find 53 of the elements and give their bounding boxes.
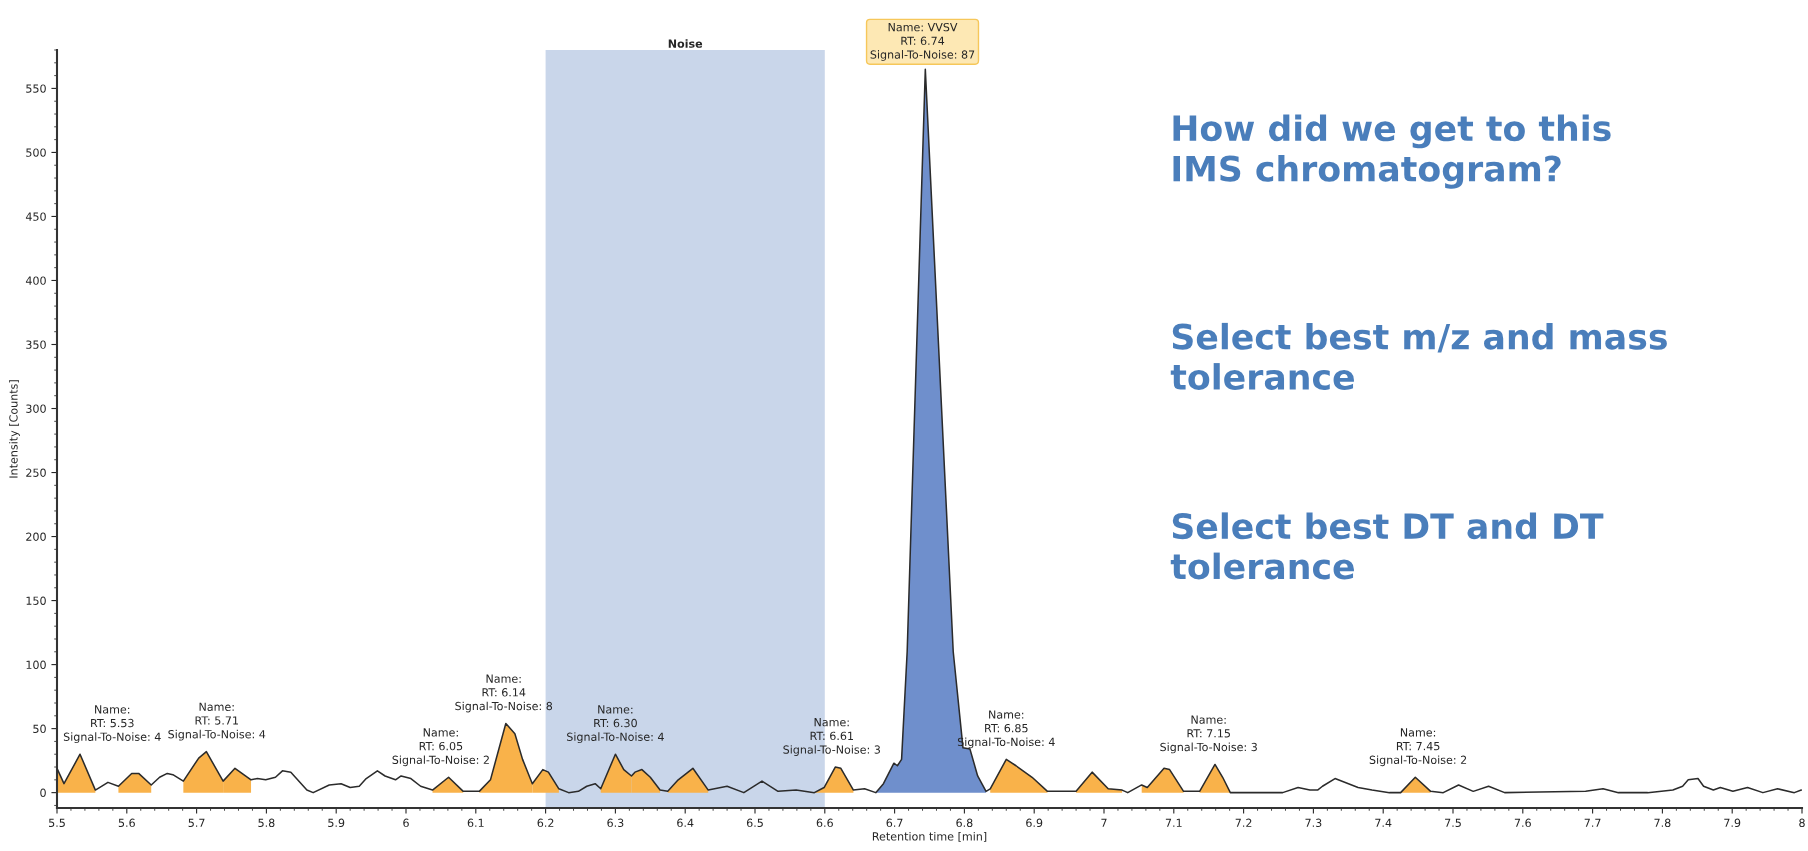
x-tick-label: 6.7 (886, 818, 903, 828)
x-tick-label: 6.5 (746, 818, 763, 828)
annotation: Name: RT: 5.71 Signal-To-Noise: 4 (168, 702, 266, 741)
y-tick-label: 500 (26, 148, 46, 157)
y-tick-label: 0 (40, 788, 46, 798)
annotation: Name: RT: 5.53 Signal-To-Noise: 4 (63, 705, 161, 744)
y-tick-label: 150 (26, 596, 46, 605)
annotation: Select best m/z and mass tolerance (1170, 322, 1667, 390)
y-tick-label: 50 (33, 724, 46, 733)
x-tick-label: 7.9 (1724, 818, 1741, 828)
x-tick-label: 7.6 (1514, 818, 1531, 828)
y-tick-label: 450 (25, 212, 46, 221)
annotation: Select best DT and DT tolerance (1170, 512, 1604, 580)
annotation: Name: RT: 6.05 Signal-To-Noise: 2 (392, 728, 489, 767)
x-tick-label: 6.9 (1026, 818, 1043, 828)
x-tick-label: 6.3 (607, 818, 624, 828)
x-tick-label: 5.7 (188, 818, 205, 828)
x-tick-label: 8 (1799, 818, 1805, 828)
x-tick-label: 7.5 (1445, 818, 1461, 828)
x-tick-label: 7.3 (1305, 818, 1322, 828)
y-tick-label: 250 (26, 468, 46, 477)
x-tick-label: 7.8 (1654, 818, 1671, 828)
x-tick-label: 5.5 (49, 818, 65, 828)
y-tick-label: 100 (26, 660, 46, 669)
y-tick-label: 350 (26, 340, 46, 349)
annotation: Name: RT: 7.15 Signal-To-Noise: 3 (1160, 715, 1257, 754)
annotation: Name: RT: 6.30 Signal-To-Noise: 4 (567, 705, 664, 744)
x-tick-label: 7.1 (1165, 818, 1182, 827)
band-label: Noise (668, 39, 703, 48)
annotation: Name: RT: 7.45 Signal-To-Noise: 2 (1369, 728, 1467, 767)
x-tick-label: 7 (1101, 818, 1107, 827)
x-tick-label: 6.4 (677, 818, 694, 828)
x-axis-title: Retention time [min] (872, 831, 987, 842)
x-tick-label: 5.8 (258, 818, 275, 828)
x-tick-label: 6.6 (816, 818, 833, 828)
x-tick-label: 7.4 (1375, 818, 1392, 827)
x-tick-label: 6.2 (537, 818, 554, 828)
y-tick-label: 300 (26, 404, 46, 413)
annotation: Name: RT: 6.14 Signal-To-Noise: 8 (455, 674, 553, 713)
x-tick-label: 5.6 (118, 818, 135, 828)
y-tick-label: 400 (25, 276, 46, 285)
annotation: Name: RT: 6.61 Signal-To-Noise: 3 (783, 718, 880, 756)
annotation: Name: VVSV RT: 6.74 Signal-To-Noise: 87 (870, 22, 975, 61)
x-tick-label: 6.8 (956, 818, 973, 828)
y-axis-title: Intensity [Counts] (9, 380, 20, 478)
y-tick-label: 550 (26, 84, 46, 93)
x-tick-label: 6 (403, 818, 409, 828)
x-tick-label: 6.1 (467, 818, 484, 828)
x-tick-label: 5.9 (328, 818, 345, 828)
y-tick-label: 200 (26, 532, 46, 541)
x-tick-label: 7.2 (1235, 818, 1252, 827)
x-tick-label: 7.7 (1584, 818, 1601, 827)
annotation: How did we get to this IMS chromatogram? (1173, 114, 1611, 189)
